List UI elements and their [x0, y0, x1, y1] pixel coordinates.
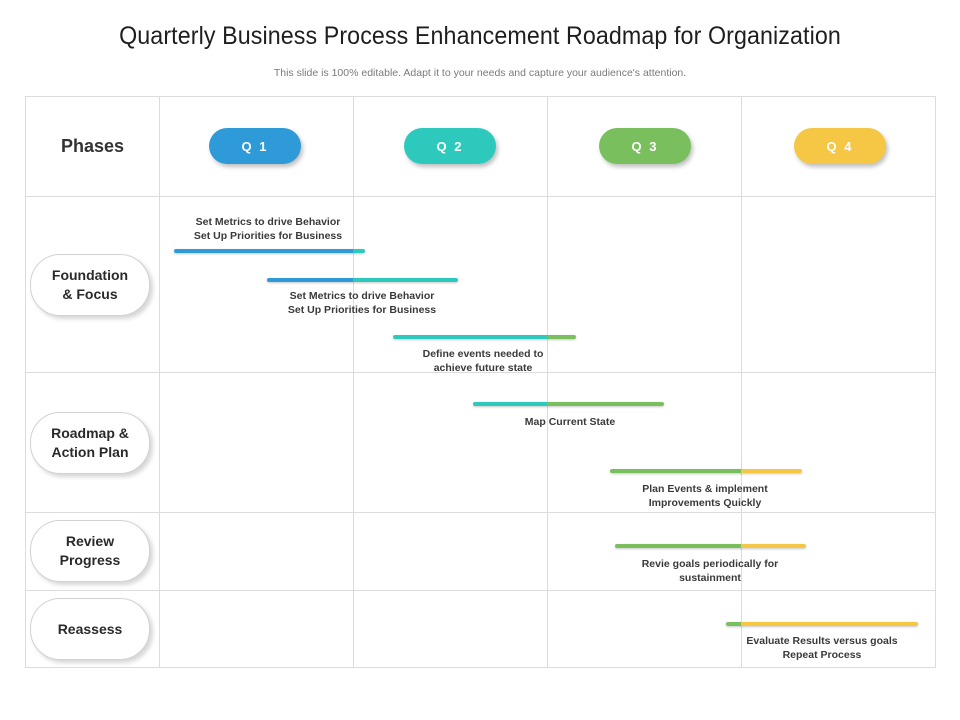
- quarter-q4-pill: Q 4: [794, 128, 886, 164]
- grid-line: [25, 372, 936, 373]
- phase-foundation-focus: Foundation & Focus: [30, 254, 150, 316]
- quarter-q1-pill: Q 1: [209, 128, 301, 164]
- task-bar-segment: [267, 278, 353, 282]
- task-bar-segment: [547, 335, 576, 339]
- task-bar-3: [393, 335, 576, 339]
- task-bar-segment: [741, 469, 802, 473]
- task-bar-1: [174, 249, 365, 253]
- page-subtitle: This slide is 100% editable. Adapt it to…: [273, 67, 687, 79]
- task-bar-segment: [741, 544, 806, 548]
- phase-review-progress: Review Progress: [30, 520, 150, 582]
- grid-line: [159, 96, 160, 668]
- grid-line: [25, 96, 936, 97]
- grid-line: [547, 96, 548, 668]
- grid-line: [935, 96, 936, 668]
- task-bar-5: [610, 469, 802, 473]
- task-label-2: Set Metrics to drive Behavior Set Up Pri…: [287, 290, 437, 316]
- task-bar-segment: [473, 402, 547, 406]
- task-label-1: Set Metrics to drive Behavior Set Up Pri…: [193, 216, 343, 242]
- phase-reassess: Reassess: [30, 598, 150, 660]
- task-bar-6: [615, 544, 806, 548]
- quarter-q3-pill: Q 3: [599, 128, 691, 164]
- task-label-6: Revie goals periodically for sustainment: [641, 558, 779, 584]
- task-bar-segment: [726, 622, 741, 626]
- grid-line: [353, 96, 354, 668]
- task-bar-segment: [353, 278, 458, 282]
- grid-line: [741, 96, 742, 668]
- grid-line: [25, 512, 936, 513]
- task-bar-segment: [353, 249, 365, 253]
- phase-roadmap-action-plan: Roadmap & Action Plan: [30, 412, 150, 474]
- grid-line: [25, 667, 936, 668]
- quarter-q2-pill: Q 2: [404, 128, 496, 164]
- task-bar-segment: [174, 249, 353, 253]
- page-title: Quarterly Business Process Enhancement R…: [119, 22, 841, 50]
- task-bar-segment: [741, 622, 918, 626]
- task-bar-7: [726, 622, 918, 626]
- task-bar-segment: [393, 335, 547, 339]
- task-label-3: Define events needed to achieve future s…: [422, 348, 544, 374]
- task-label-7: Evaluate Results versus goals Repeat Pro…: [746, 635, 898, 661]
- task-label-5: Plan Events & implement Improvements Qui…: [642, 483, 768, 509]
- phases-header: Phases: [60, 135, 125, 156]
- task-bar-segment: [610, 469, 741, 473]
- task-bar-2: [267, 278, 458, 282]
- task-bar-segment: [615, 544, 741, 548]
- grid-line: [25, 196, 936, 197]
- grid-line: [25, 590, 936, 591]
- task-bar-4: [473, 402, 664, 406]
- task-bar-segment: [547, 402, 664, 406]
- grid-line: [25, 96, 26, 668]
- task-label-4: Map Current State: [524, 416, 616, 428]
